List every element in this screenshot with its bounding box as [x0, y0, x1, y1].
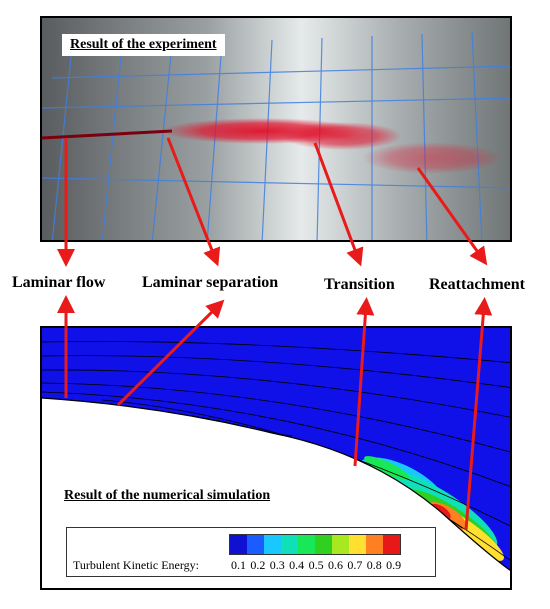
simulation-caption: Result of the numerical simulation	[64, 488, 271, 503]
legend-swatch	[366, 535, 383, 554]
legend-tick: 0.7	[347, 558, 363, 572]
legend-tick: 0.5	[308, 558, 324, 572]
legend-swatch	[332, 535, 349, 554]
label-laminar-separation: Laminar separation	[142, 274, 279, 291]
legend-tick: 0.8	[366, 558, 382, 572]
legend-swatch	[315, 535, 332, 554]
experiment-photo-drawing	[42, 18, 510, 240]
legend-title: Turbulent Kinetic Energy:	[73, 558, 199, 572]
simulation-plot: Result of the numerical simulation Turbu…	[40, 326, 512, 590]
legend-swatch	[281, 535, 298, 554]
legend-swatch	[298, 535, 315, 554]
legend-colorbar	[229, 534, 401, 555]
legend-swatch	[383, 535, 400, 554]
legend-swatch	[230, 535, 247, 554]
label-reattachment: Reattachment	[429, 276, 525, 293]
label-laminar-flow: Laminar flow	[12, 274, 106, 291]
legend-ticks: 0.1 0.2 0.3 0.4 0.5 0.6 0.7 0.8 0.9	[231, 558, 406, 573]
legend-tick: 0.1	[231, 558, 246, 572]
legend-tick: 0.9	[386, 558, 402, 572]
legend: Turbulent Kinetic Energy: 0.1 0.2 0.3 0.4 0.…	[66, 527, 436, 577]
legend-swatch	[349, 535, 366, 554]
legend-tick: 0.3	[269, 558, 285, 572]
legend-swatch	[264, 535, 281, 554]
legend-tick: 0.4	[289, 558, 305, 572]
experiment-caption: Result of the experiment	[62, 34, 225, 56]
legend-tick: 0.2	[250, 558, 266, 572]
experiment-photo: Result of the experiment	[40, 16, 512, 242]
legend-tick: 0.6	[327, 558, 343, 572]
label-transition: Transition	[324, 276, 395, 293]
legend-swatch	[247, 535, 264, 554]
